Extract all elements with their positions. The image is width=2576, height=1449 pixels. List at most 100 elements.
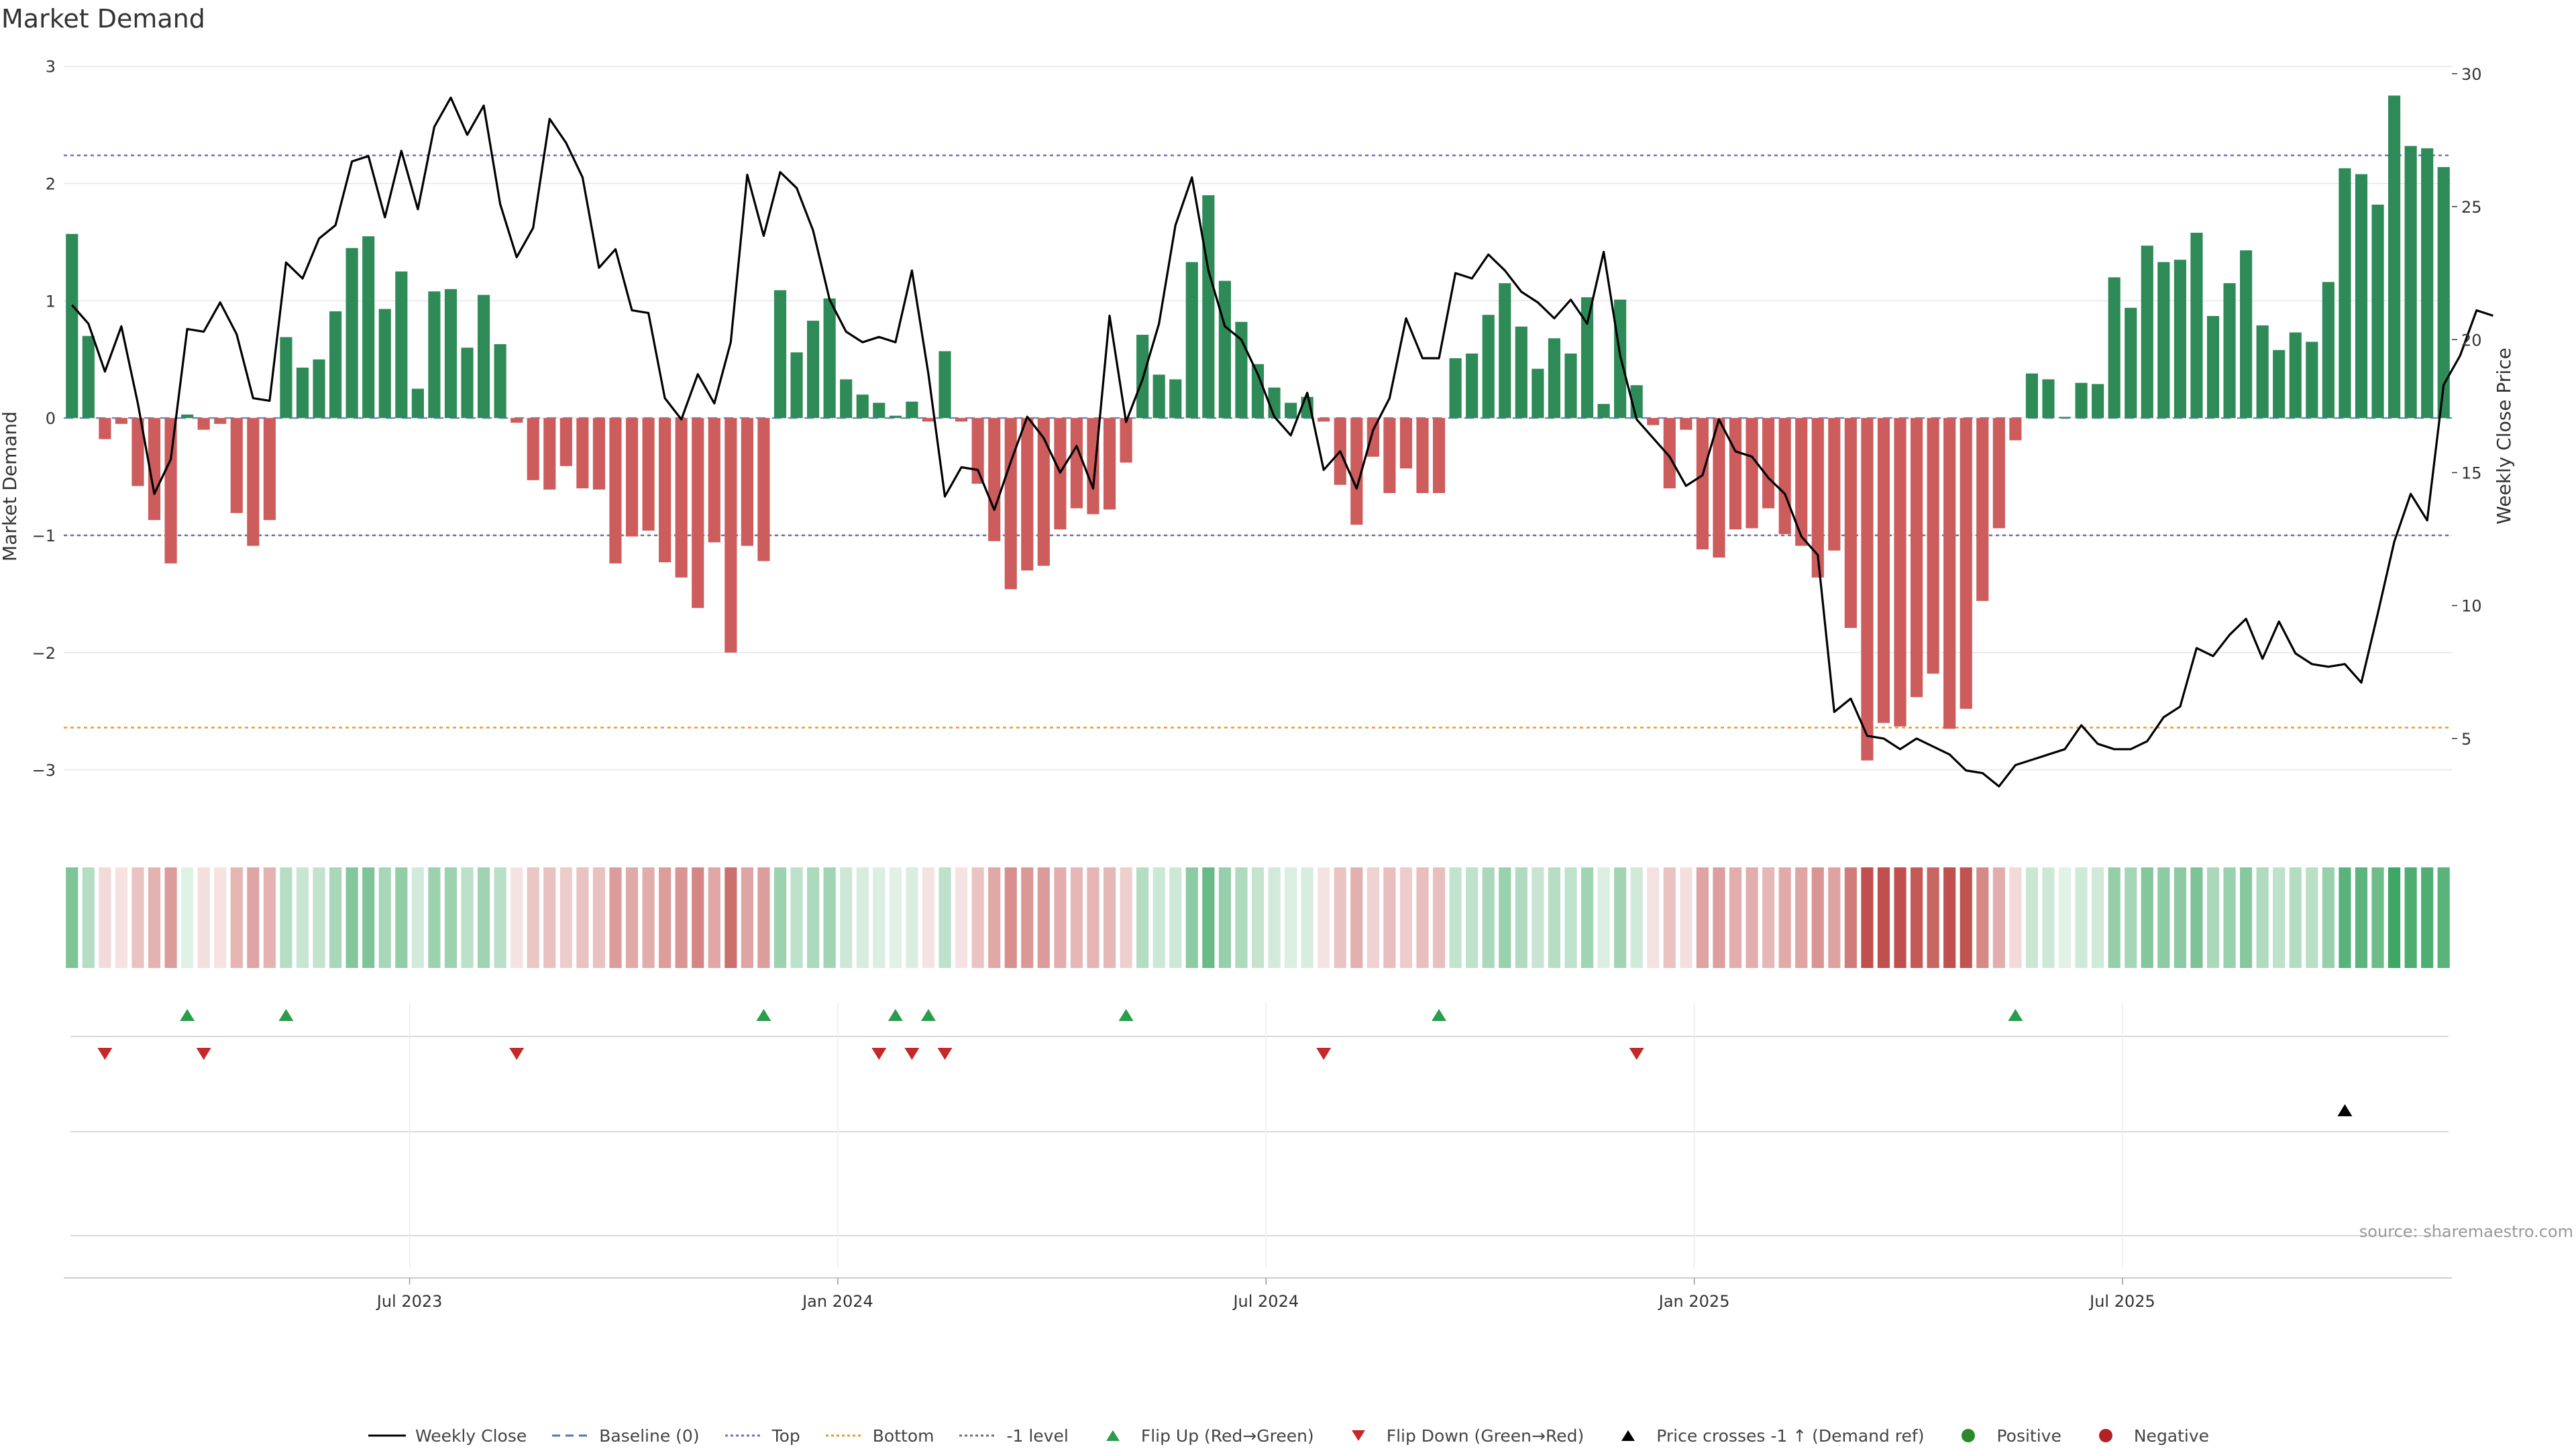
chart-legend: Weekly Close Baseline (0) Top Bottom -1 leve… (0, 1422, 2576, 1449)
y-tick-label: 3 (46, 58, 56, 76)
heat-cell (1416, 867, 1429, 968)
demand-bar (790, 352, 803, 419)
x-tick-label: Jul 2024 (1232, 1292, 1299, 1311)
heat-cell (2437, 867, 2450, 968)
heat-cell (2371, 867, 2384, 968)
demand-bar (1087, 418, 1099, 515)
demand-bar (807, 321, 820, 419)
flip-down-marker (1629, 1048, 1644, 1060)
demand-bar (1910, 418, 1923, 698)
y2-tick-label: 20 (2461, 331, 2482, 350)
demand-bar (1960, 418, 1972, 709)
heat-cell (741, 867, 753, 968)
demand-bar (675, 418, 688, 578)
demand-bar (1943, 418, 1956, 729)
demand-bar (1432, 418, 1446, 494)
legend-symbol-icon (368, 1434, 406, 1437)
heat-cell (1235, 867, 1248, 968)
legend-label: Positive (1996, 1426, 2061, 1446)
flip-up-marker (180, 1009, 195, 1021)
heat-cell (773, 867, 787, 968)
y-tick-label: 1 (46, 292, 56, 311)
legend-symbol-icon (959, 1434, 998, 1437)
heat-cell (2306, 867, 2318, 968)
heat-cell (1366, 867, 1379, 968)
demand-bar (378, 309, 391, 419)
heat-cell (840, 867, 853, 968)
heat-cell (2223, 867, 2236, 968)
demand-bar (1120, 418, 1132, 463)
heat-cell (1218, 867, 1231, 968)
heat-cell (1054, 867, 1067, 968)
demand-bar (313, 359, 325, 419)
heat-cell (1202, 867, 1215, 968)
legend-item: Flip Up (Red→Green) (1093, 1426, 1314, 1446)
demand-bar (1383, 418, 1396, 494)
demand-bar (1037, 418, 1050, 566)
heat-cell (1811, 867, 1824, 968)
heat-cell (477, 867, 490, 968)
heat-cell (873, 867, 885, 968)
heat-cell (625, 867, 639, 968)
demand-bar (1416, 418, 1429, 494)
heat-cell (181, 867, 194, 968)
legend-item: Top (724, 1426, 800, 1446)
demand-bars (66, 95, 2450, 761)
legend-label: Bottom (872, 1426, 934, 1446)
heat-cell (494, 867, 506, 968)
heat-cell (1021, 867, 1034, 968)
demand-bar (2421, 148, 2434, 419)
heat-cell (2009, 867, 2022, 968)
demand-bar (362, 236, 375, 419)
demand-bar (856, 394, 869, 419)
demand-bar (444, 288, 458, 419)
heat-cell (708, 867, 720, 968)
legend-label: Flip Up (Red→Green) (1140, 1426, 1314, 1446)
demand-bar (2206, 316, 2220, 419)
heat-cell (1762, 867, 1775, 968)
demand-bar (2141, 246, 2153, 419)
y-tick-label: −1 (32, 527, 56, 545)
x-tick-label: Jul 2023 (376, 1292, 443, 1311)
heat-cell (428, 867, 441, 968)
demand-bar (955, 418, 968, 422)
demand-bar (1746, 418, 1758, 529)
heat-cell (1828, 867, 1841, 968)
demand-bar (461, 347, 474, 419)
demand-bar (1202, 195, 1215, 419)
heat-cell (1251, 867, 1265, 968)
flip-down-marker (196, 1048, 211, 1060)
heat-cell (230, 867, 243, 968)
heat-cell (2108, 867, 2121, 968)
demand-bar (2371, 205, 2384, 419)
demand-bar (1647, 418, 1660, 425)
demand-bar (2355, 174, 2368, 419)
demand-bar (2174, 260, 2186, 419)
demand-bar (625, 418, 639, 537)
heat-cell (1432, 867, 1446, 968)
demand-bar (1103, 418, 1116, 510)
price-cross-marker (2337, 1104, 2353, 1116)
demand-bar (1762, 418, 1775, 508)
flip-down-marker (509, 1048, 525, 1060)
y2-tick-label: 10 (2461, 597, 2482, 616)
heat-cell (757, 867, 770, 968)
heat-cell (1976, 867, 1989, 968)
demand-bar (214, 418, 227, 424)
legend-symbol-icon (2098, 1429, 2112, 1442)
heat-cell (1152, 867, 1165, 968)
demand-bar (1828, 418, 1841, 551)
heat-cell (411, 867, 424, 968)
legend-item: Negative (2086, 1426, 2209, 1446)
demand-bar (1021, 418, 1034, 571)
demand-bar (1861, 418, 1874, 761)
heat-cell (247, 867, 260, 968)
demand-bar (2108, 277, 2121, 419)
heat-cell (1927, 867, 1939, 968)
heat-cell (692, 867, 704, 968)
heat-cell (1713, 867, 1725, 968)
y-axis-label: Market Demand (0, 411, 21, 561)
demand-bar (263, 418, 276, 521)
heat-cell (2289, 867, 2302, 968)
demand-bar (1499, 283, 1511, 419)
